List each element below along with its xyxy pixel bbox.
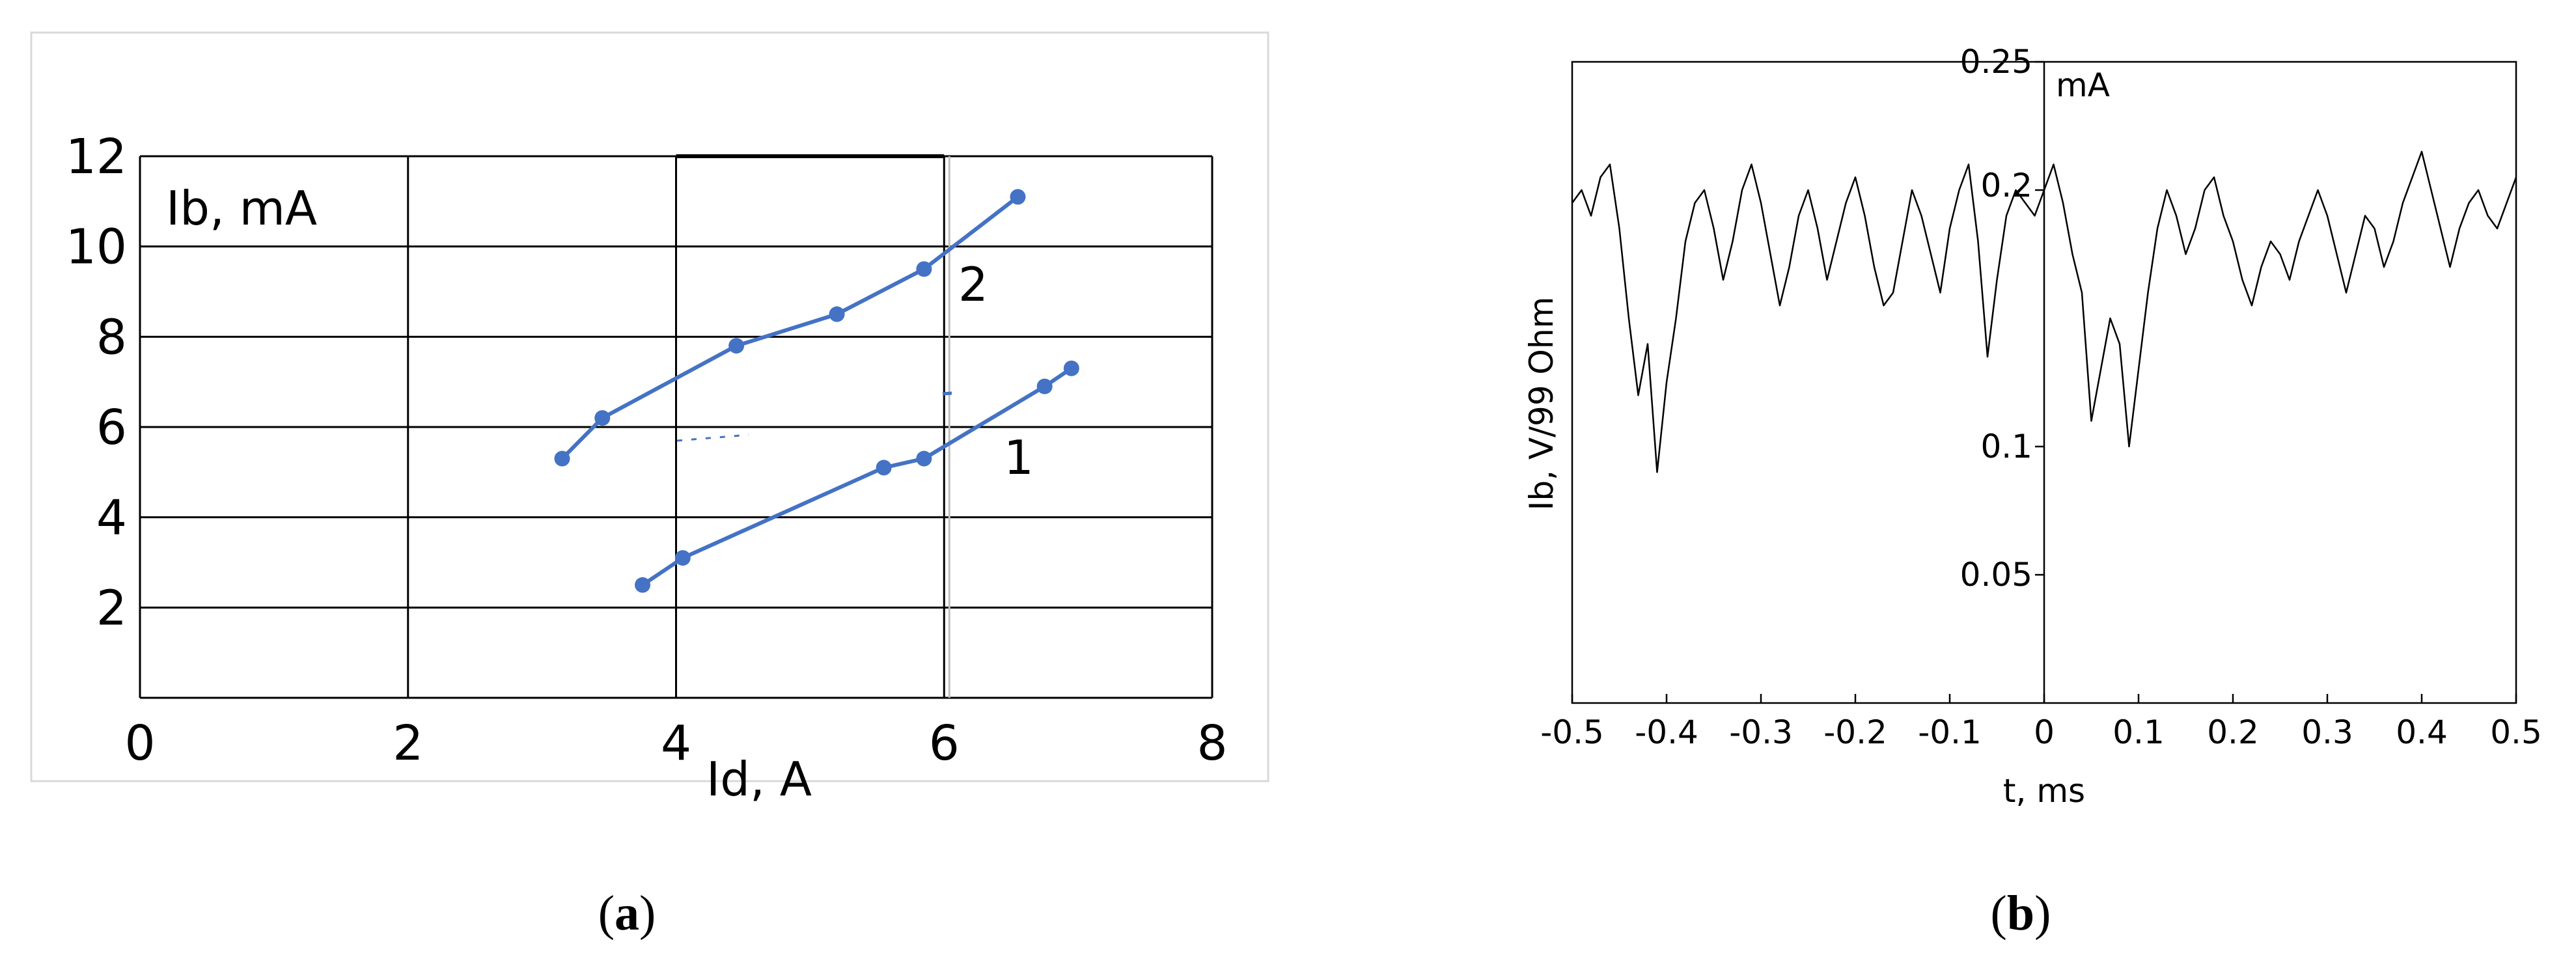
panel-a-series bbox=[554, 189, 1079, 593]
series-1-point bbox=[674, 550, 691, 566]
y-tick-label: 0.1 bbox=[1980, 428, 2032, 465]
x-tick-label: -0.1 bbox=[1918, 713, 1982, 751]
panel-b-xlabel: t, ms bbox=[2003, 772, 2085, 810]
panel-b-series bbox=[1571, 150, 2517, 473]
panel-b-ylabel: Ib, V/99 Ohm bbox=[1523, 297, 1560, 511]
panel-b: -0.5 -0.4 -0.3 -0.2 -0.1 0 0.1 0.2 0.3 0.4 0.5 0.05… bbox=[1523, 43, 2542, 810]
series-2-point bbox=[1010, 189, 1026, 205]
x-tick-label: 0.5 bbox=[2490, 713, 2542, 751]
x-tick-label: 4 bbox=[661, 715, 691, 771]
x-tick-label: 0.3 bbox=[2301, 713, 2353, 751]
y-tick-label: 0.05 bbox=[1960, 556, 2032, 594]
x-tick-label: 2 bbox=[393, 715, 423, 771]
series-2-point bbox=[554, 450, 570, 467]
x-tick-label: 8 bbox=[1197, 715, 1227, 771]
x-tick-label: -0.2 bbox=[1823, 713, 1887, 751]
series-label-2: 2 bbox=[958, 257, 988, 312]
panel-a-ylabel: Ib, mA bbox=[166, 181, 317, 236]
series-2-point bbox=[829, 306, 845, 322]
series-2-point bbox=[594, 410, 611, 426]
x-tick-label: -0.4 bbox=[1635, 713, 1698, 751]
panel-a: 0 2 4 6 8 2 4 6 8 10 12 Ib, mA Id, A 2 1 bbox=[30, 31, 1269, 807]
x-tick-label: -0.3 bbox=[1729, 713, 1793, 751]
series-1-point bbox=[1036, 378, 1053, 394]
y-tick-label: 4 bbox=[96, 490, 127, 546]
series-2-point bbox=[728, 338, 745, 354]
series-1-point bbox=[635, 577, 651, 593]
x-tick-label: 0 bbox=[2034, 713, 2055, 751]
x-tick-label: 0 bbox=[124, 715, 155, 771]
signal-trace bbox=[1571, 150, 2517, 473]
y-tick-label: 0.25 bbox=[1960, 43, 2032, 81]
x-tick-label: -0.5 bbox=[1540, 713, 1604, 751]
x-tick-label: 6 bbox=[929, 715, 960, 771]
series-2-line bbox=[561, 195, 1019, 460]
panel-a-grid bbox=[139, 154, 1213, 699]
x-tick-label: 0.1 bbox=[2112, 713, 2165, 751]
panel-b-unit-label: mA bbox=[2056, 66, 2110, 104]
y-tick-label: 6 bbox=[96, 400, 127, 456]
stray-mark bbox=[942, 391, 952, 396]
series-1-point bbox=[1063, 360, 1079, 376]
caption-b: (b) bbox=[1991, 886, 2051, 941]
stray-mark bbox=[676, 434, 749, 442]
panel-a-xlabel: Id, A bbox=[706, 752, 812, 807]
y-tick-label: 12 bbox=[66, 129, 127, 185]
x-tick-label: 0.2 bbox=[2207, 713, 2259, 751]
x-tick-label: 0.4 bbox=[2396, 713, 2448, 751]
panel-b-ticks: -0.5 -0.4 -0.3 -0.2 -0.1 0 0.1 0.2 0.3 0.4 0.5 0.05… bbox=[1540, 43, 2542, 751]
series-label-1: 1 bbox=[1004, 430, 1034, 485]
panel-a-frame bbox=[30, 31, 1269, 782]
caption-a: (a) bbox=[598, 886, 656, 941]
series-1-point bbox=[916, 450, 932, 467]
series-1-point bbox=[876, 460, 892, 476]
y-tick-label: 10 bbox=[66, 219, 127, 275]
y-tick-label: 2 bbox=[96, 580, 127, 636]
y-tick-label: 8 bbox=[96, 309, 127, 365]
y-tick-label: 0.2 bbox=[1980, 167, 2032, 204]
series-2-point bbox=[916, 261, 932, 277]
